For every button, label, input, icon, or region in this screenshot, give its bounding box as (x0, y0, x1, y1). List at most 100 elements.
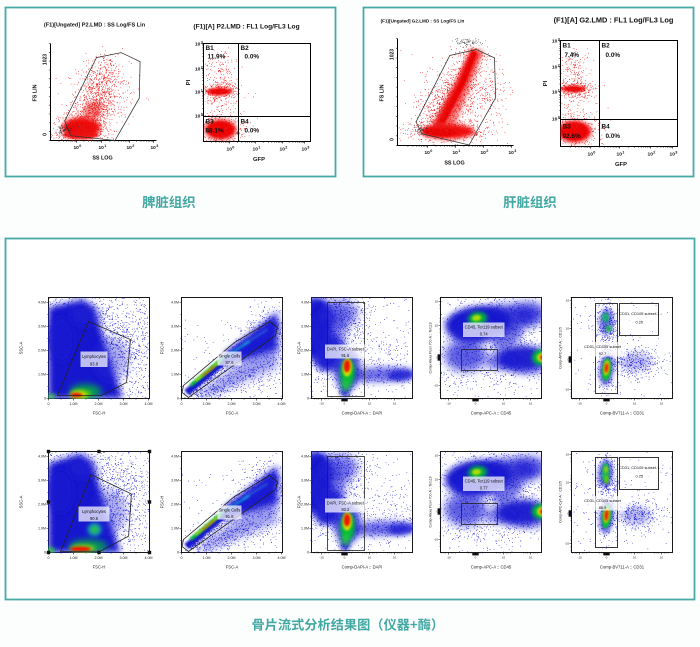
svg-text:Comp-APC-Cy7-A :: CD105: Comp-APC-Cy7-A :: CD105 (559, 481, 563, 523)
svg-text:Comp-BV711-A :: CD31: Comp-BV711-A :: CD31 (600, 565, 645, 570)
svg-text:Comp-BV711-A :: CD31: Comp-BV711-A :: CD31 (600, 411, 645, 416)
svg-text:FSC-A: FSC-A (297, 342, 302, 355)
svg-text:92.6%: 92.6% (563, 133, 581, 140)
svg-text:0: 0 (558, 115, 560, 119)
svg-text:FSC-H: FSC-H (160, 496, 165, 509)
svg-text:10: 10 (566, 481, 570, 485)
svg-text:B1: B1 (563, 43, 572, 50)
svg-text:0.0%: 0.0% (245, 128, 260, 135)
svg-text:-10: -10 (577, 402, 582, 406)
svg-text:FSC-H: FSC-H (93, 565, 106, 570)
svg-text:91.8: 91.8 (226, 514, 235, 519)
svg-text:3.0M: 3.0M (38, 479, 46, 483)
svg-text:CD45, Ter119 subset: CD45, Ter119 subset (465, 325, 504, 330)
svg-text:Comp-APC-Cy7-A :: CD105: Comp-APC-Cy7-A :: CD105 (559, 327, 563, 369)
svg-text:1.0M: 1.0M (70, 402, 78, 406)
svg-text:GFP: GFP (615, 162, 627, 168)
svg-text:0.74: 0.74 (480, 331, 489, 336)
svg-text:0: 0 (48, 402, 50, 406)
svg-text:2.0M: 2.0M (95, 402, 103, 406)
svg-text:FSC-A: FSC-A (297, 496, 302, 509)
svg-text:4.0M: 4.0M (301, 455, 309, 459)
svg-text:B2: B2 (241, 45, 250, 52)
svg-text:SS LOG: SS LOG (92, 156, 112, 162)
svg-text:2.0M: 2.0M (171, 503, 179, 507)
svg-text:1.0M: 1.0M (70, 556, 78, 560)
svg-text:10: 10 (368, 402, 372, 406)
svg-text:1.0M: 1.0M (171, 527, 179, 531)
svg-text:Comp-DAPI-A :: DAPI: Comp-DAPI-A :: DAPI (342, 565, 383, 570)
svg-text:-10: -10 (565, 542, 570, 546)
svg-text:1.0M: 1.0M (301, 373, 309, 377)
svg-text:FSC-A: FSC-A (226, 565, 239, 570)
svg-text:DAPI, FSC-A subset: DAPI, FSC-A subset (327, 500, 365, 505)
svg-text:2: 2 (285, 145, 287, 149)
svg-text:10: 10 (393, 402, 397, 406)
svg-text:0: 0 (232, 145, 234, 149)
svg-text:3.0M: 3.0M (253, 556, 261, 560)
svg-text:0.0%: 0.0% (606, 52, 621, 59)
svg-text:10: 10 (660, 556, 664, 560)
svg-text:CD31, CD105 subset-1: CD31, CD105 subset-1 (619, 311, 659, 316)
svg-text:1.0M: 1.0M (203, 402, 211, 406)
svg-text:B1: B1 (206, 45, 215, 52)
svg-text:90.6: 90.6 (90, 516, 99, 521)
svg-text:0: 0 (44, 397, 46, 401)
svg-text:2.0M: 2.0M (38, 349, 46, 353)
svg-text:3: 3 (514, 149, 516, 153)
svg-text:B2: B2 (602, 43, 611, 50)
svg-text:B3: B3 (206, 119, 215, 126)
svg-text:(F1)[A] P2.LMD : FL1 Log/FL3 L: (F1)[A] P2.LMD : FL1 Log/FL3 Log (193, 24, 299, 31)
svg-text:3: 3 (558, 37, 560, 41)
svg-text:88.9: 88.9 (599, 505, 607, 510)
svg-text:91.6: 91.6 (341, 353, 350, 358)
svg-text:-10: -10 (565, 388, 570, 392)
svg-text:2: 2 (486, 149, 488, 153)
svg-text:FSC-H: FSC-H (160, 342, 165, 355)
svg-text:0: 0 (201, 112, 203, 116)
svg-text:-10: -10 (434, 538, 439, 542)
svg-text:10: 10 (435, 300, 439, 304)
svg-text:1.0M: 1.0M (301, 527, 309, 531)
svg-text:2: 2 (132, 144, 134, 148)
svg-text:1023: 1023 (43, 54, 49, 65)
svg-text:Single Cells: Single Cells (219, 353, 241, 358)
svg-text:11.9%: 11.9% (208, 54, 226, 61)
svg-text:1.0M: 1.0M (203, 556, 211, 560)
svg-text:CD31, CD105 subset: CD31, CD105 subset (584, 498, 622, 503)
svg-text:0.0%: 0.0% (245, 54, 260, 61)
svg-text:1.0M: 1.0M (38, 373, 46, 377)
svg-text:3.0M: 3.0M (120, 402, 128, 406)
svg-text:10: 10 (566, 299, 570, 303)
svg-text:-10: -10 (434, 384, 439, 388)
svg-text:(F1)[A] G2.LMD : FL1 Log/FL3 L: (F1)[A] G2.LMD : FL1 Log/FL3 Log (554, 16, 674, 25)
svg-text:-10: -10 (319, 556, 324, 560)
svg-text:4.0M: 4.0M (145, 556, 153, 560)
svg-text:2.0M: 2.0M (301, 349, 309, 353)
svg-text:10: 10 (502, 402, 506, 406)
svg-text:4.0M: 4.0M (171, 455, 179, 459)
svg-text:0.0%: 0.0% (606, 133, 621, 140)
svg-text:0.25: 0.25 (636, 473, 644, 478)
svg-text:0.20: 0.20 (636, 319, 644, 324)
svg-text:3.0M: 3.0M (38, 325, 46, 329)
svg-text:FS LIN: FS LIN (33, 84, 39, 101)
svg-text:4.0M: 4.0M (301, 301, 309, 305)
svg-text:4.0M: 4.0M (278, 402, 286, 406)
svg-text:Single Cells: Single Cells (219, 507, 241, 512)
svg-text:4.0M: 4.0M (38, 455, 46, 459)
svg-text:(F1)[Ungated] P2.LMD : SS Log/: (F1)[Ungated] P2.LMD : SS Log/FS Lin (44, 23, 146, 29)
svg-text:CD45, Ter119 subset: CD45, Ter119 subset (465, 479, 504, 484)
svg-text:10: 10 (435, 478, 439, 482)
svg-text:0: 0 (79, 144, 81, 148)
svg-text:10: 10 (566, 327, 570, 331)
svg-text:(F1)[Ungated] G2.LMD : SS Log/: (F1)[Ungated] G2.LMD : SS Log/FS Lin (381, 19, 465, 24)
svg-text:10: 10 (393, 556, 397, 560)
svg-text:0: 0 (390, 138, 396, 141)
svg-text:PI: PI (543, 80, 549, 86)
svg-text:10: 10 (435, 324, 439, 328)
svg-text:88.1%: 88.1% (206, 128, 224, 135)
svg-text:3.0M: 3.0M (301, 325, 309, 329)
svg-text:3: 3 (675, 150, 677, 154)
svg-text:Lymphocytes: Lymphocytes (82, 354, 106, 359)
